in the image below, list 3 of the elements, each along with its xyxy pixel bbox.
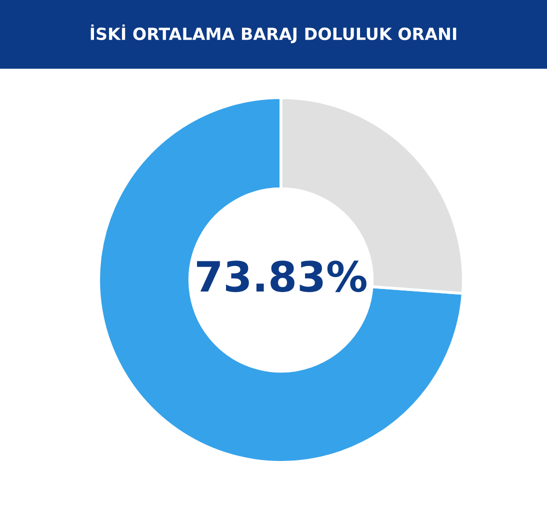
text: 73.83% — [197, 260, 366, 292]
chart-title: İSKİ ORTALAMA BARAJ DOLULUK ORANI — [90, 24, 456, 44]
donut-slice — [97, 96, 464, 464]
